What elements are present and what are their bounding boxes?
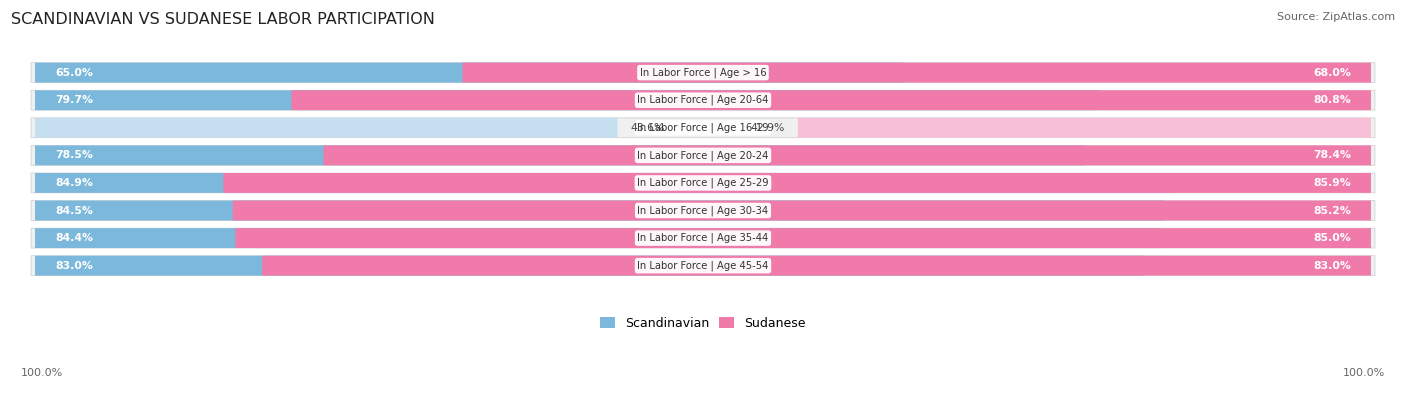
Text: 100.0%: 100.0% bbox=[1343, 368, 1385, 378]
FancyBboxPatch shape bbox=[35, 90, 1099, 110]
Legend: Scandinavian, Sudanese: Scandinavian, Sudanese bbox=[596, 313, 810, 334]
FancyBboxPatch shape bbox=[35, 118, 617, 138]
Text: 43.6%: 43.6% bbox=[631, 123, 665, 133]
Text: 79.7%: 79.7% bbox=[55, 95, 93, 105]
Text: In Labor Force | Age 25-29: In Labor Force | Age 25-29 bbox=[637, 178, 769, 188]
FancyBboxPatch shape bbox=[291, 90, 1371, 110]
Text: In Labor Force | Age 30-34: In Labor Force | Age 30-34 bbox=[637, 205, 769, 216]
FancyBboxPatch shape bbox=[224, 173, 1371, 193]
Text: In Labor Force | Age 20-24: In Labor Force | Age 20-24 bbox=[637, 150, 769, 161]
FancyBboxPatch shape bbox=[35, 173, 1170, 193]
FancyBboxPatch shape bbox=[262, 256, 1371, 276]
Text: In Labor Force | Age 16-19: In Labor Force | Age 16-19 bbox=[637, 122, 769, 133]
Text: 100.0%: 100.0% bbox=[21, 368, 63, 378]
FancyBboxPatch shape bbox=[35, 228, 1163, 248]
Text: 83.0%: 83.0% bbox=[55, 261, 93, 271]
FancyBboxPatch shape bbox=[31, 118, 1375, 138]
Text: In Labor Force | Age 20-64: In Labor Force | Age 20-64 bbox=[637, 95, 769, 105]
FancyBboxPatch shape bbox=[31, 256, 1375, 276]
Text: 68.0%: 68.0% bbox=[1313, 68, 1351, 77]
FancyBboxPatch shape bbox=[35, 63, 904, 83]
FancyBboxPatch shape bbox=[463, 63, 1371, 83]
Text: In Labor Force | Age 35-44: In Labor Force | Age 35-44 bbox=[637, 233, 769, 243]
FancyBboxPatch shape bbox=[235, 228, 1371, 248]
FancyBboxPatch shape bbox=[797, 118, 1371, 138]
Text: 80.8%: 80.8% bbox=[1313, 95, 1351, 105]
FancyBboxPatch shape bbox=[31, 90, 1375, 110]
Text: Source: ZipAtlas.com: Source: ZipAtlas.com bbox=[1277, 12, 1395, 22]
Text: 85.9%: 85.9% bbox=[1313, 178, 1351, 188]
Text: SCANDINAVIAN VS SUDANESE LABOR PARTICIPATION: SCANDINAVIAN VS SUDANESE LABOR PARTICIPA… bbox=[11, 12, 434, 27]
FancyBboxPatch shape bbox=[233, 201, 1371, 220]
FancyBboxPatch shape bbox=[31, 228, 1375, 248]
Text: 84.9%: 84.9% bbox=[55, 178, 93, 188]
Text: 85.2%: 85.2% bbox=[1313, 205, 1351, 216]
FancyBboxPatch shape bbox=[31, 201, 1375, 220]
FancyBboxPatch shape bbox=[31, 145, 1375, 165]
Text: 78.5%: 78.5% bbox=[55, 150, 93, 160]
FancyBboxPatch shape bbox=[35, 201, 1164, 220]
FancyBboxPatch shape bbox=[31, 63, 1375, 83]
Text: 84.4%: 84.4% bbox=[55, 233, 93, 243]
FancyBboxPatch shape bbox=[35, 256, 1144, 276]
Text: In Labor Force | Age 45-54: In Labor Force | Age 45-54 bbox=[637, 260, 769, 271]
Text: 78.4%: 78.4% bbox=[1313, 150, 1351, 160]
FancyBboxPatch shape bbox=[323, 145, 1371, 165]
Text: In Labor Force | Age > 16: In Labor Force | Age > 16 bbox=[640, 68, 766, 78]
Text: 85.0%: 85.0% bbox=[1313, 233, 1351, 243]
Text: 83.0%: 83.0% bbox=[1313, 261, 1351, 271]
Text: 65.0%: 65.0% bbox=[55, 68, 93, 77]
Text: 84.5%: 84.5% bbox=[55, 205, 93, 216]
FancyBboxPatch shape bbox=[31, 173, 1375, 193]
Text: 42.9%: 42.9% bbox=[751, 123, 785, 133]
FancyBboxPatch shape bbox=[35, 145, 1084, 165]
